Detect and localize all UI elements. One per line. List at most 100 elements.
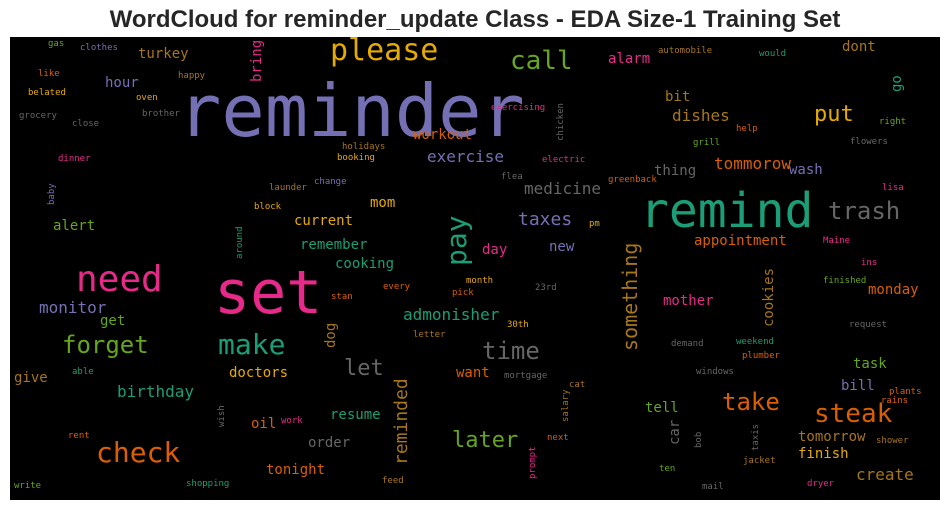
word-shower: shower [876, 436, 909, 446]
word-exercising: exercising [491, 103, 546, 113]
word-shopping: shopping [186, 479, 230, 489]
word-set: set [214, 258, 323, 328]
word-appointment: appointment [694, 233, 787, 249]
word-oven: oven [136, 93, 158, 103]
word-please: please [330, 37, 439, 68]
word-booking: booking [337, 153, 375, 163]
word-birthday: birthday [117, 382, 195, 401]
word-reminder: reminder [178, 69, 525, 153]
word-mother: mother [663, 293, 714, 309]
word-finished: finished [823, 276, 867, 286]
word-medicine: medicine [524, 179, 602, 198]
word-plumber: plumber [742, 351, 780, 361]
word-task: task [853, 356, 887, 372]
word-alert: alert [53, 218, 96, 234]
word-rains: rains [881, 396, 909, 406]
word-something: something [618, 242, 642, 351]
word-finish: finish [798, 446, 849, 462]
word-bring: bring [249, 39, 265, 82]
word-need: need [76, 259, 163, 300]
word-flea: flea [501, 172, 523, 182]
word-taxis: taxis [751, 423, 761, 451]
word-want: want [456, 365, 490, 381]
word-bill: bill [841, 378, 875, 394]
word-reminded: reminded [391, 378, 412, 465]
word-pick: pick [452, 288, 474, 298]
word-wish: wish [217, 405, 227, 427]
word-remember: remember [300, 237, 368, 253]
word-cookies: cookies [761, 267, 777, 327]
word-close: close [72, 119, 100, 129]
word-dinner: dinner [58, 154, 91, 164]
word-cat: cat [569, 380, 586, 390]
word-electric: electric [542, 155, 586, 165]
word-make: make [218, 328, 286, 361]
word-admonisher: admonisher [403, 305, 500, 324]
word-block: block [254, 202, 282, 212]
word-greenback: greenback [608, 175, 657, 185]
word-automobile: automobile [658, 46, 713, 56]
word-lisa: lisa [882, 183, 904, 193]
word-grill: grill [693, 138, 721, 148]
word-flowers: flowers [850, 137, 888, 147]
word-let: let [344, 356, 384, 381]
word-resume: resume [330, 407, 381, 423]
word-wash: wash [789, 162, 823, 178]
word-create: create [856, 465, 914, 484]
word-demand: demand [671, 339, 704, 349]
word-grocery: grocery [19, 111, 57, 121]
word-maine: Maine [823, 236, 851, 246]
word-belated: belated [28, 88, 66, 98]
word-bob: bob [694, 431, 704, 448]
word-dog: dog [323, 322, 339, 348]
word-month: month [466, 276, 494, 286]
word-monitor: monitor [39, 298, 107, 317]
word-doctors: doctors [229, 365, 289, 381]
word-windows: windows [696, 367, 734, 377]
word-steak: steak [814, 399, 893, 429]
word-forget: forget [62, 331, 149, 359]
word-around: around [235, 226, 245, 259]
word-gas: gas [48, 39, 65, 49]
word-check: check [96, 436, 181, 469]
word-pay: pay [440, 215, 473, 266]
word-exercise: exercise [427, 147, 505, 166]
word-holidays: holidays [342, 142, 386, 152]
word-feed: feed [382, 476, 404, 486]
word-alarm: alarm [608, 51, 651, 67]
word-23rd: 23rd [535, 283, 557, 293]
word-every: every [383, 282, 411, 292]
word-jacket: jacket [743, 456, 776, 466]
word-new: new [549, 239, 575, 255]
word-tonight: tonight [266, 462, 326, 478]
word-ten: ten [659, 464, 676, 474]
word-dont: dont [842, 39, 876, 55]
word-day: day [482, 242, 508, 258]
word-workout: workout [413, 127, 473, 143]
word-letter: letter [413, 330, 446, 340]
word-prompt: prompt [528, 446, 538, 479]
word-help: help [736, 124, 758, 134]
word-mom: mom [370, 195, 396, 211]
word-put: put [814, 102, 854, 127]
word-launder: launder [269, 183, 307, 193]
word-go: go [889, 75, 905, 92]
word-current: current [294, 213, 354, 229]
word-oil: oil [251, 416, 277, 432]
word-tomorrow: tomorrow [798, 429, 866, 445]
word-would: would [759, 49, 787, 59]
word-call: call [510, 46, 573, 76]
word-clothes: clothes [80, 43, 118, 53]
word-rent: rent [68, 431, 90, 441]
word-trash: trash [828, 197, 901, 225]
word-time: time [482, 337, 540, 365]
word-turkey: turkey [138, 46, 189, 62]
word-get: get [100, 313, 126, 329]
chart-title: WordCloud for reminder_update Class - ED… [109, 6, 841, 33]
word-take: take [722, 388, 780, 416]
word-weekend: weekend [736, 337, 774, 347]
word-change: change [314, 177, 347, 187]
word-next: next [547, 433, 569, 443]
word-later: later [452, 428, 519, 453]
word-taxes: taxes [518, 209, 573, 230]
